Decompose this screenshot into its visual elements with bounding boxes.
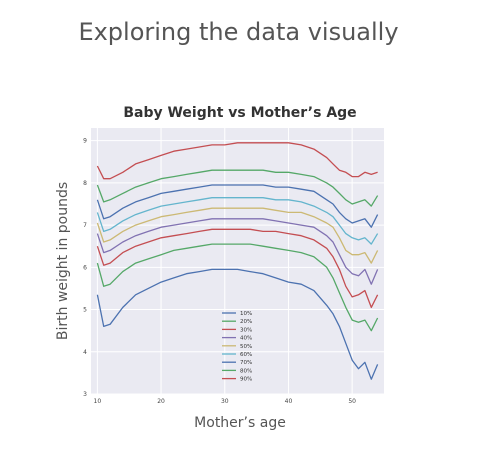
y-tick-label: 5: [83, 307, 87, 314]
x-tick-label: 40: [285, 398, 293, 405]
chart-title: Baby Weight vs Mother’s Age: [123, 105, 356, 121]
x-tick-label: 50: [348, 398, 356, 405]
y-tick-label: 3: [83, 391, 87, 398]
legend-label: 10%: [240, 311, 252, 317]
series-line-80pct: [96, 169, 379, 207]
series-line-60pct: [96, 197, 379, 245]
x-tick-label: 30: [221, 398, 229, 405]
series-line-10pct: [96, 268, 379, 380]
series-line-50pct: [96, 207, 379, 264]
y-axis-label: Birth weight in pounds: [55, 182, 71, 340]
y-tick-label: 8: [83, 180, 87, 187]
x-tick-label: 10: [94, 398, 102, 405]
series-lines: [96, 142, 379, 380]
legend-label: 90%: [240, 377, 252, 383]
series-line-70pct: [96, 184, 379, 228]
legend-label: 80%: [240, 368, 252, 374]
legend-label: 70%: [240, 360, 252, 366]
legend-label: 50%: [240, 344, 252, 350]
x-axis-label: Mother’s age: [194, 415, 286, 431]
y-tick-label: 7: [83, 222, 87, 229]
grid: [91, 128, 384, 395]
tick-labels: 3 4 5 6 7 8 9 10 20 30 40 50: [83, 138, 356, 405]
series-line-40pct: [96, 218, 379, 285]
legend-label: 60%: [240, 352, 252, 358]
series-line-90pct: [96, 142, 378, 180]
legend-label: 40%: [240, 336, 252, 342]
slide-title: Exploring the data visually: [78, 18, 399, 46]
plot-area: [91, 128, 384, 394]
x-tick-label: 20: [157, 398, 165, 405]
legend-label: 30%: [240, 327, 252, 333]
legend-label: 20%: [240, 319, 252, 325]
y-tick-label: 9: [83, 138, 87, 145]
series-line-20pct: [96, 243, 379, 332]
series-line-30pct: [96, 228, 379, 309]
y-tick-label: 4: [83, 349, 87, 356]
legend: 10% 20% 30% 40% 50% 60% 70% 80% 90%: [222, 311, 252, 383]
y-tick-label: 6: [83, 264, 87, 271]
